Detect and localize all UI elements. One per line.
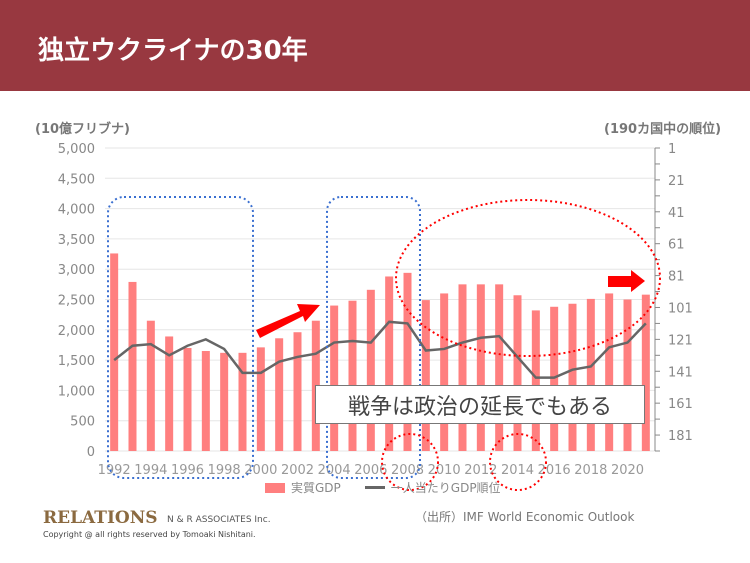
red-arrow-up-icon <box>256 304 320 338</box>
bar-1993 <box>128 281 137 451</box>
company-logo: RELATIONS <box>43 508 158 528</box>
left-tick-label: 3,500 <box>58 233 95 248</box>
left-axis-unit: (10億フリブナ) <box>35 122 130 137</box>
left-tick-label: 2,000 <box>58 324 95 339</box>
copyright-text: Copyright @ all rights reserved by Tomoa… <box>43 530 256 539</box>
page-title: 独立ウクライナの30年 <box>38 36 308 66</box>
bar-2001 <box>275 338 284 451</box>
x-tick-label: 1998 <box>208 463 241 478</box>
header-bar <box>0 0 750 91</box>
bar-2002 <box>293 332 302 451</box>
bar-2021 <box>641 294 650 451</box>
bar-2006 <box>366 289 375 451</box>
x-tick-label: 2002 <box>281 463 314 478</box>
bar-1999 <box>238 352 247 451</box>
left-tick-label: 1,000 <box>58 384 95 399</box>
left-tick-label: 500 <box>70 415 95 430</box>
bar-2004 <box>330 305 339 451</box>
right-tick-label: 141 <box>668 365 693 380</box>
legend-bar-swatch <box>265 482 285 493</box>
right-tick-label: 161 <box>668 397 693 412</box>
bar-2010 <box>440 293 449 451</box>
bar-2015 <box>531 310 540 451</box>
x-tick-label: 2018 <box>574 463 607 478</box>
x-tick-label: 1994 <box>134 463 167 478</box>
left-tick-label: 3,000 <box>58 263 95 278</box>
source-text: （出所）IMF World Economic Outlook <box>415 510 635 524</box>
x-tick-label: 2000 <box>244 463 277 478</box>
red-dotted-circle <box>381 433 439 491</box>
legend-bar-label: 実質GDP <box>291 481 341 495</box>
company-name: N & R ASSOCIATES Inc. <box>167 515 271 525</box>
bar-2013 <box>495 284 504 451</box>
x-tick-label: 1996 <box>171 463 204 478</box>
bar-2007 <box>385 276 394 451</box>
bar-2017 <box>568 303 577 451</box>
rank-line <box>113 320 647 379</box>
blue-dotted-box <box>326 196 421 479</box>
bar-2000 <box>256 347 265 451</box>
bar-2009 <box>421 300 430 451</box>
x-tick-label: 2020 <box>611 463 644 478</box>
bar-2019 <box>605 293 614 451</box>
left-tick-label: 4,500 <box>58 172 95 187</box>
right-axis-unit: (190カ国中の順位) <box>604 122 722 137</box>
right-tick-label: 61 <box>668 238 685 253</box>
x-tick-label: 1992 <box>98 463 131 478</box>
blue-dotted-box <box>107 196 254 479</box>
left-tick-label: 4,000 <box>58 203 95 218</box>
x-tick-label: 2014 <box>501 463 534 478</box>
x-tick-label: 2016 <box>538 463 571 478</box>
red-arrow-right-icon <box>608 270 645 292</box>
bar-2018 <box>586 298 595 451</box>
x-tick-label: 2006 <box>354 463 387 478</box>
bar-1994 <box>146 320 155 451</box>
right-tick-label: 121 <box>668 333 693 348</box>
bar-2008 <box>403 272 412 451</box>
x-tick-label: 2010 <box>428 463 461 478</box>
bar-2020 <box>623 299 632 451</box>
red-dotted-circle <box>489 433 547 491</box>
bar-2005 <box>348 300 357 451</box>
bar-1997 <box>201 351 210 451</box>
right-tick-label: 181 <box>668 429 693 444</box>
right-tick-label: 81 <box>668 270 685 285</box>
bar-2012 <box>476 284 485 451</box>
annotation-textbox: 戦争は政治の延長でもある <box>315 385 645 424</box>
bar-2011 <box>458 284 467 451</box>
bar-1992 <box>110 253 119 451</box>
left-tick-label: 0 <box>87 445 95 460</box>
left-tick-label: 1,500 <box>58 354 95 369</box>
legend: 実質GDP 一人当たりGDP順位 <box>265 479 501 496</box>
x-tick-label: 2012 <box>464 463 497 478</box>
left-tick-label: 5,000 <box>58 142 95 157</box>
bar-1996 <box>183 347 192 451</box>
right-tick-label: 101 <box>668 301 693 316</box>
right-tick-label: 21 <box>668 174 685 189</box>
red-dotted-ellipse <box>395 199 661 357</box>
legend-line-label: 一人当たりGDP順位 <box>390 481 501 495</box>
left-tick-label: 2,500 <box>58 294 95 309</box>
right-tick-label: 41 <box>668 206 685 221</box>
x-tick-label: 2004 <box>318 463 351 478</box>
bar-2014 <box>513 295 522 451</box>
right-tick-label: 1 <box>668 142 676 157</box>
legend-line-swatch <box>364 486 385 489</box>
bar-1998 <box>220 352 229 451</box>
bar-1995 <box>165 336 174 451</box>
